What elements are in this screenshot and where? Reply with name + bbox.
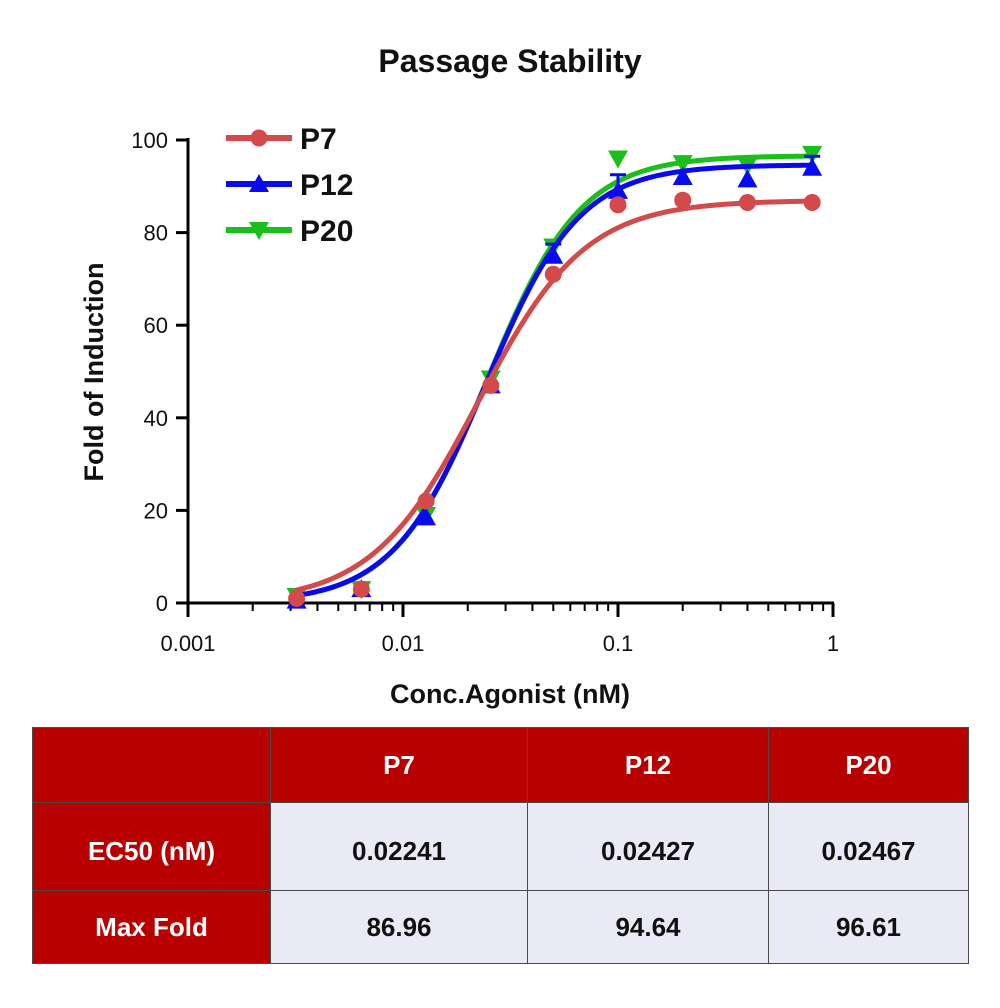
table-header-row: P7 P12 P20 [32,727,969,803]
y-tick-label: 80 [144,221,168,246]
y-axis-label: Fold of Induction [79,263,109,482]
fit-curve-p20 [294,153,815,599]
legend-item-p12: P12 [226,169,353,202]
plot-area: 0 20 40 60 80 100 0.001 0.01 0.1 1 P7 P12 P20 [131,123,839,656]
x-axis-label: Conc.Agonist (nM) [390,679,630,709]
summary-table: P7 P12 P20 EC50 (nM) 0.02241 0.02427 0.0… [32,727,969,964]
data-point-p12 [416,507,437,526]
cell-ec50-p7: 0.02241 [270,802,528,891]
data-point-p7 [609,196,627,214]
legend: P7 P12 P20 [226,123,353,248]
row-label-max-fold: Max Fold [32,890,271,964]
legend-marker-p7 [250,129,268,147]
legend-item-p20: P20 [226,215,353,248]
data-point-p7 [674,191,692,209]
legend-label-p12: P12 [300,169,353,202]
table-header-p7: P7 [270,727,528,803]
cell-maxfold-p7: 86.96 [270,890,528,964]
data-point-p7 [352,580,370,598]
y-tick-label: 60 [144,313,168,338]
chart-title: Passage Stability [378,43,641,79]
cell-maxfold-p12: 94.64 [527,890,769,964]
data-point-p12 [802,157,823,176]
table-header-p12: P12 [527,727,769,803]
y-tick-label: 100 [131,128,168,153]
cell-maxfold-p20: 96.61 [768,890,969,964]
table-row-ec50: EC50 (nM) 0.02241 0.02427 0.02467 [32,802,969,891]
cell-ec50-p12: 0.02427 [527,802,769,891]
data-point-p12 [737,169,758,188]
legend-marker-p12 [249,174,269,192]
y-tick-label: 0 [156,591,168,616]
y-tick-label: 40 [144,406,168,431]
legend-label-p20: P20 [300,215,353,248]
data-point-p20 [672,155,693,174]
data-point-p7 [288,589,306,607]
table-corner-cell [32,727,271,803]
x-tick-label: 1 [827,631,839,656]
data-point-p7 [803,194,821,212]
data-point-p7 [738,194,756,212]
x-tick-label: 0.1 [603,631,634,656]
data-point-p7 [482,376,500,394]
x-tick-label: 0.01 [382,631,425,656]
series-p12 [294,154,821,599]
data-point-p7 [544,265,562,283]
legend-marker-p20 [249,222,269,240]
data-point-p20 [608,150,628,169]
table-header-p20: P20 [768,727,969,803]
row-label-ec50: EC50 (nM) [32,802,271,891]
y-tick-label: 20 [144,498,168,523]
data-point-p12 [672,167,693,186]
series-p20 [294,153,815,599]
cell-ec50-p20: 0.02467 [768,802,969,891]
data-point-p12 [543,245,564,264]
legend-item-p7: P7 [226,123,337,156]
fit-curve-p12 [294,162,815,599]
table-row-max-fold: Max Fold 86.96 94.64 96.61 [32,890,969,964]
x-tick-label: 0.001 [160,631,215,656]
data-point-p12 [608,180,628,199]
data-point-p7 [417,492,435,510]
legend-label-p7: P7 [300,123,337,156]
